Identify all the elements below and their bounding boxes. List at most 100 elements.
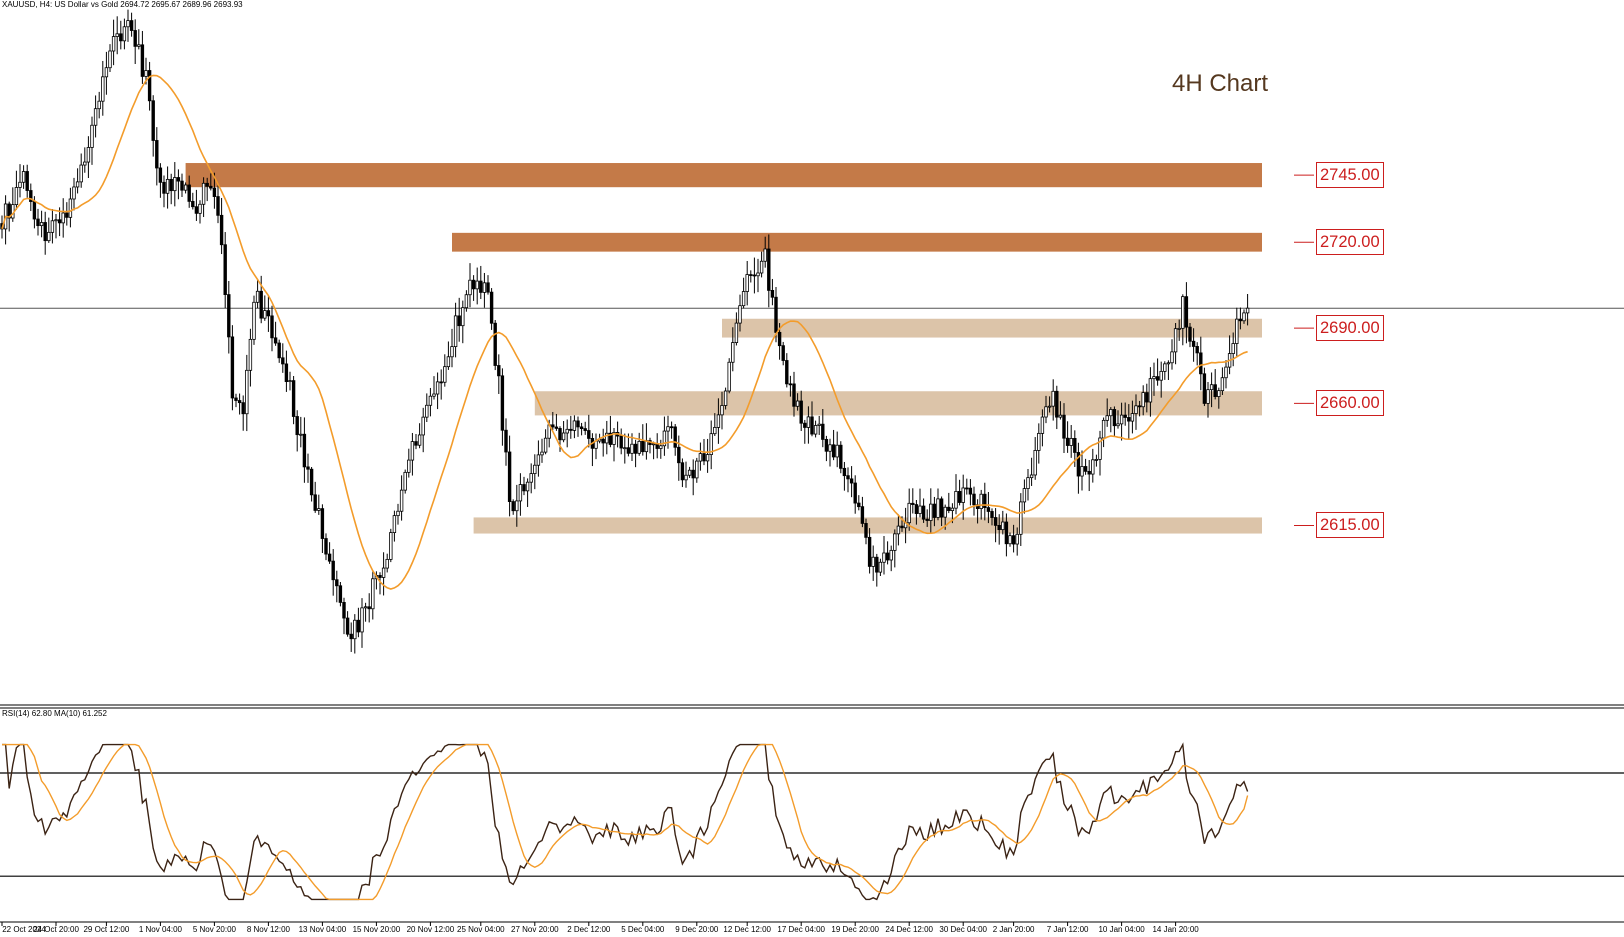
candle [263,295,267,321]
candle [1227,335,1232,375]
candle [738,294,742,332]
candle [489,288,494,330]
candle [93,95,98,138]
candle [612,427,616,462]
candle [939,496,944,527]
candle [338,582,343,607]
candle [907,488,911,531]
candle [363,602,368,622]
candle [1145,383,1149,413]
candle [835,431,839,468]
candle [590,433,595,467]
candle [327,542,332,564]
time-tick-label: 29 Oct 12:00 [83,925,130,934]
level-label: 2745.00 [1316,162,1384,189]
candle [1087,460,1091,492]
candle [659,439,663,459]
candle [857,495,861,511]
candle [1083,458,1088,475]
candle [608,415,613,448]
candle [885,541,890,565]
candle [371,571,375,620]
candle [1123,402,1127,426]
candle [763,236,767,268]
candle [331,549,335,596]
zone-2720.00 [452,232,1262,252]
candle [770,278,775,306]
candle [324,533,328,561]
candle [1040,409,1045,447]
candle [83,147,87,173]
candle [1152,362,1156,396]
candle [569,415,573,439]
time-tick-label: 5 Dec 04:00 [621,925,665,934]
candle [306,453,310,483]
candle [479,265,483,300]
candle [824,435,829,462]
candle [353,614,357,654]
candle [165,166,170,209]
candle [435,372,440,410]
candle [554,413,559,431]
candle [245,354,249,432]
candle [511,499,515,515]
candle [583,421,587,435]
candle [785,353,789,388]
candle [227,280,231,354]
candle [1134,394,1138,430]
candle [1224,360,1228,389]
candle [1116,410,1120,429]
candle [216,183,220,224]
symbol-header: XAUUSD, H4: US Dollar vs Gold 2694.72 26… [2,0,243,9]
candle [1080,450,1084,491]
candle [929,488,933,534]
candle [284,350,289,392]
candle [345,611,350,637]
candle [918,488,922,518]
candle [1202,367,1207,407]
zone-2745.00 [185,163,1263,188]
candle [551,411,555,431]
candle [698,442,703,471]
candle [788,375,793,397]
candle [795,393,800,411]
candle [54,213,58,239]
candle [385,553,389,573]
candle [529,463,533,494]
candle [428,387,433,417]
candle [806,406,811,444]
candle [817,415,821,435]
time-axis-tick-marks [1,922,1177,926]
candle [1242,309,1246,324]
candle [65,202,69,226]
candle [889,545,893,572]
candle [173,162,177,207]
candle [1055,385,1059,430]
candle [266,296,271,332]
candle [367,593,371,623]
candle [403,469,407,494]
candle [151,95,155,157]
time-tick-label: 22 Oct 2024 [2,925,46,934]
candle [122,18,127,50]
candle [745,261,749,306]
candle [43,211,47,255]
candle [749,270,753,283]
candle [990,508,994,526]
candle [810,401,814,437]
candle [565,419,569,448]
candle [673,424,677,456]
candle [601,428,605,457]
time-tick-label: 27 Nov 20:00 [511,925,559,934]
candle [767,234,771,308]
candle [187,175,191,208]
candle [813,420,818,438]
candle [461,300,465,344]
candle [259,275,263,324]
candle [821,409,825,448]
candle [201,177,206,218]
candle [1184,282,1189,344]
level-tick-marks [1294,174,1314,526]
candle [14,170,19,210]
